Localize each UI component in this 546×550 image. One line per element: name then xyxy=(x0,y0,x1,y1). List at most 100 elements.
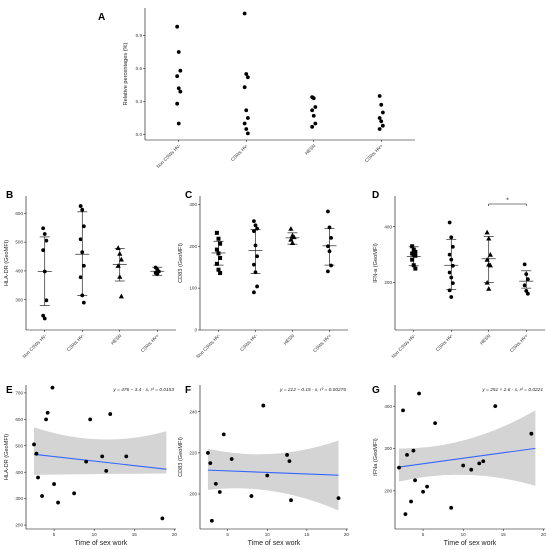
panel-e-ytick-label: 600 xyxy=(15,417,23,422)
panel-f-data-point xyxy=(213,481,218,486)
panel-d-data-point xyxy=(484,229,490,235)
panel-a-data-point xyxy=(242,11,247,16)
panel-b-data-point xyxy=(80,207,85,212)
panel-c-data-point xyxy=(216,267,221,272)
panel-b-data-point xyxy=(41,226,46,231)
panel-a-ytick-label: 0.3 xyxy=(136,99,143,104)
panel-c-ytick-label: 200 xyxy=(189,244,197,249)
panel-e-xtick-label: 5 xyxy=(53,532,56,537)
panel-d-data-point xyxy=(449,235,454,240)
panel-b-data-point xyxy=(81,263,86,268)
panel-e-data-point xyxy=(160,516,165,521)
panel-g-x-axis-label: Time of sex work xyxy=(444,540,497,547)
panel-a-data-point xyxy=(176,86,181,91)
panel-c-data-point xyxy=(326,209,330,214)
panel-a-data-point xyxy=(244,72,249,76)
panel-a-data-point xyxy=(245,75,250,80)
panel-c-label: C xyxy=(185,190,192,201)
panel-d-data-point xyxy=(524,289,529,293)
panel-a-data-point xyxy=(176,121,181,126)
panel-c-data-point xyxy=(252,219,256,224)
panel-a-ytick-label: 0.9 xyxy=(136,33,143,38)
panel-a-data-point xyxy=(244,127,249,131)
panel-a-data-point xyxy=(379,119,384,124)
panel-d-data-point xyxy=(447,252,452,257)
panel-d-data-point xyxy=(450,263,455,268)
panel-c-data-point xyxy=(252,262,256,267)
panel-c-data-point xyxy=(214,261,219,266)
panel-c-data-point xyxy=(326,269,330,274)
panel-f-x-axis-label: Time of sex work xyxy=(248,540,301,547)
panel-f-data-point xyxy=(217,490,222,494)
panel-b-ytick-label: 400 xyxy=(15,269,23,274)
panel-b-data-point xyxy=(118,256,124,262)
panel-e-data-point xyxy=(36,475,40,480)
panel-c-data-point xyxy=(255,284,259,289)
panel-e-x-axis-label: Time of sex work xyxy=(75,540,128,547)
panel-b-label: B xyxy=(6,190,13,201)
panel-a-data-point xyxy=(310,124,315,129)
panel-e-data-point xyxy=(34,451,39,456)
panel-f-data-point xyxy=(287,459,292,464)
panel-d-data-point xyxy=(522,262,527,267)
panel-g-data-point xyxy=(477,461,482,466)
panel-c-ytick-label: 300 xyxy=(189,202,197,207)
panel-a-label: A xyxy=(98,12,105,23)
panel-e-ytick-label: 400 xyxy=(15,470,23,475)
panel-f-y-axis-label: CD83 (GeoMFI) xyxy=(178,437,184,477)
panel-d-data-point xyxy=(413,253,418,258)
panel-b-ytick-label: 600 xyxy=(15,211,23,216)
panel-e-data-point xyxy=(72,491,77,496)
panel-c-ytick-label: 0 xyxy=(194,328,197,333)
panel-e-data-point xyxy=(45,410,50,415)
panel-a-data-point xyxy=(377,116,382,120)
panel-b-data-point xyxy=(41,248,46,253)
panel-f-data-point xyxy=(336,496,341,501)
panel-a-ytick-label: 0.0 xyxy=(136,132,143,137)
panel-e-ytick-label: 500 xyxy=(15,443,23,448)
panel-g-data-point xyxy=(403,512,408,517)
panel-e-data-point xyxy=(32,442,36,447)
panel-b-data-point xyxy=(42,316,47,321)
panel-d-significance-mark: * xyxy=(506,198,509,205)
panel-a-data-point xyxy=(175,24,180,29)
panel-d-data-point xyxy=(447,220,452,225)
panel-d-significance-bracket xyxy=(488,203,527,206)
panel-b-data-point xyxy=(78,275,83,280)
panel-c-data-point xyxy=(252,229,256,234)
panel-g-data-point xyxy=(413,478,417,483)
panel-e-ytick-label: 700 xyxy=(15,391,23,396)
panel-d-data-point xyxy=(449,295,454,299)
panel-g-data-point xyxy=(397,465,401,470)
panel-b-data-point xyxy=(78,204,83,208)
panel-c-y-axis-label: CD83 (GeoMFI) xyxy=(178,243,184,283)
panel-e-ytick-label: 300 xyxy=(15,496,23,501)
panel-a-data-point xyxy=(244,108,249,113)
panel-f-regression-equation: y = 212 − 0.15 · x, r² = 0.00276 xyxy=(279,387,346,393)
panel-e-data-point xyxy=(100,454,105,459)
panel-d-data-point xyxy=(447,270,452,275)
panel-a-data-point xyxy=(377,94,382,98)
panel-d-data-point xyxy=(410,244,415,249)
panel-a-data-point xyxy=(380,110,385,115)
panel-e-y-axis-label: HLA-DR (GeoMFI) xyxy=(4,434,10,480)
panel-a-data-point xyxy=(245,131,250,136)
panel-d-data-point xyxy=(410,257,415,262)
panel-e-ytick-label: 200 xyxy=(15,523,23,528)
panel-b-data-point xyxy=(81,224,86,229)
panel-a-ytick-label: 0.6 xyxy=(136,66,143,71)
panel-a-data-point xyxy=(242,85,247,90)
panel-b-data-point xyxy=(42,232,47,236)
panel-d-data-point xyxy=(486,286,492,291)
panel-d-ytick-label: 200 xyxy=(384,280,392,285)
panel-d-label: D xyxy=(372,190,379,201)
panel-f-label: F xyxy=(185,385,191,396)
panel-f-data-point xyxy=(265,473,270,478)
panel-b-data-point xyxy=(41,313,46,318)
panel-a-data-point xyxy=(313,121,318,126)
panel-e-data-point xyxy=(56,500,60,505)
panel-f-confidence-band xyxy=(207,440,339,511)
panel-g-data-point xyxy=(481,459,486,464)
panel-c-data-point xyxy=(327,225,332,230)
panel-b-y-axis-label: HLA-DR (GeoMFI) xyxy=(4,240,10,286)
